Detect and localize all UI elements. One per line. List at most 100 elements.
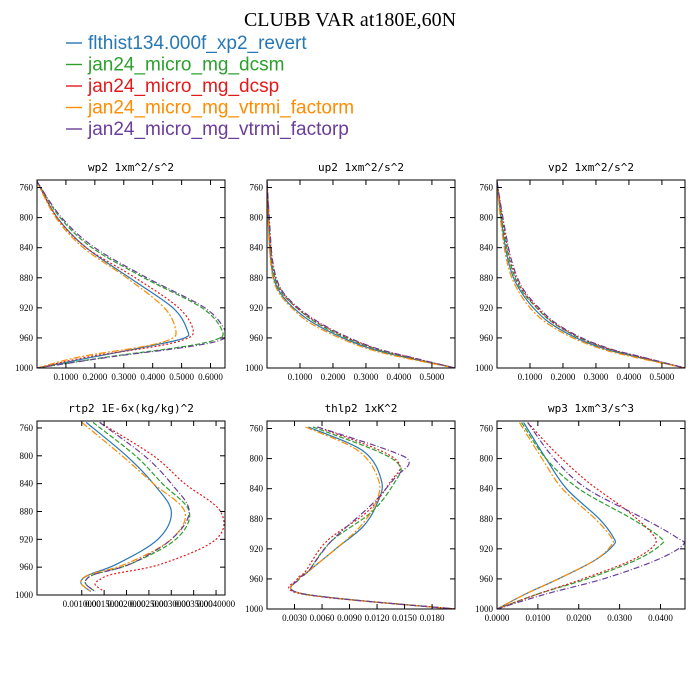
series-line: [290, 426, 455, 609]
y-tick-label: 840: [20, 243, 34, 253]
x-tick-label: 0.3000: [354, 372, 379, 382]
y-tick-label: 920: [20, 303, 34, 313]
series-line: [37, 181, 177, 368]
x-tick-label: 0.0010000: [63, 599, 102, 609]
legend-entry: jan24_micro_mg_dcsp: [66, 76, 279, 97]
series-group: [80, 421, 225, 592]
y-tick-label: 800: [20, 451, 34, 461]
y-tick-label: 920: [250, 303, 264, 313]
x-tick-label: 0.6000: [198, 372, 223, 382]
series-line: [497, 422, 615, 609]
series-line: [267, 181, 455, 368]
series-line: [497, 181, 685, 368]
legend-label: jan24_micro_mg_vtrmi_factorp: [87, 119, 349, 140]
x-tick-label: 0.1000: [288, 372, 313, 382]
x-tick-label: 0.0200: [566, 613, 591, 623]
x-tick-label: 0.0120: [365, 613, 390, 623]
panel-grid: wp2 1xm^2/s^2 760 800 840 880 920 960 1000 0.100…: [15, 161, 686, 623]
series-line: [84, 421, 190, 592]
series-line: [290, 426, 455, 609]
panel: vp2 1xm^2/s^2 760 800 840 880 920 960 1000 0.100…: [475, 161, 686, 382]
x-tick-label: 0.0300: [607, 613, 632, 623]
y-tick-label: 1000: [15, 363, 34, 373]
series-line: [497, 181, 685, 368]
x-tick-label: 0.0040000: [197, 599, 236, 609]
y-tick-label: 800: [250, 213, 264, 223]
y-tick-label: 960: [480, 333, 494, 343]
x-tick-label: 0.0000: [485, 613, 510, 623]
x-tick-label: 0.5000: [169, 372, 194, 382]
series-group: [267, 181, 455, 368]
y-tick-label: 1000: [475, 604, 494, 614]
plot-frame: [496, 420, 686, 610]
y-tick-label: 960: [20, 333, 34, 343]
plot-frame: [36, 420, 226, 596]
x-tick-label: 0.0030000: [152, 599, 191, 609]
x-tick-label: 0.1000: [518, 372, 543, 382]
y-tick-label: 960: [250, 574, 264, 584]
series-line: [267, 181, 455, 368]
series-line: [267, 181, 455, 368]
panel: rtp2 1E-6x(kg/kg)^2 760 800 840 880 920 960 100…: [15, 402, 236, 609]
x-tick-label: 0.0100: [525, 613, 550, 623]
series-line: [267, 181, 455, 368]
y-tick-label: 760: [250, 424, 264, 434]
series-line: [497, 181, 685, 368]
panel: wp2 1xm^2/s^2 760 800 840 880 920 960 1000 0.100…: [15, 161, 226, 382]
x-tick-label: 0.5000: [650, 372, 675, 382]
y-tick-label: 800: [20, 213, 34, 223]
series-line: [37, 181, 194, 368]
legend-label: flthist134.000f_xp2_revert: [88, 33, 307, 54]
y-tick-label: 840: [20, 479, 34, 489]
x-tick-label: 0.0400: [648, 613, 673, 623]
x-tick-label: 0.0015000: [85, 599, 124, 609]
y-tick-label: 880: [480, 514, 494, 524]
y-tick-label: 1000: [475, 363, 494, 373]
y-tick-label: 760: [480, 424, 494, 434]
y-tick-label: 880: [20, 273, 34, 283]
y-tick-label: 1000: [245, 604, 264, 614]
series-line: [37, 181, 190, 368]
legend-entry: flthist134.000f_xp2_revert: [66, 33, 307, 54]
panel-title: vp2 1xm^2/s^2: [548, 161, 634, 174]
series-line: [497, 422, 665, 609]
series-line: [267, 181, 455, 368]
series-line: [290, 426, 455, 609]
y-tick-label: 760: [20, 183, 34, 193]
y-tick-label: 960: [20, 562, 34, 572]
legend-label: jan24_micro_mg_dcsp: [87, 76, 279, 97]
series-line: [290, 426, 455, 609]
panel-title: wp3 1xm^3/s^3: [548, 402, 634, 415]
x-tick-label: 0.1000: [54, 372, 79, 382]
series-line: [497, 181, 685, 368]
x-tick-label: 0.4000: [617, 372, 642, 382]
x-tick-label: 0.5000: [420, 372, 445, 382]
y-tick-label: 840: [480, 484, 494, 494]
y-tick-label: 840: [250, 243, 264, 253]
plot-frame: [266, 179, 456, 369]
legend-entry: jan24_micro_mg_vtrmi_factorm: [66, 98, 354, 119]
panel-title: thlp2 1xK^2: [325, 402, 398, 415]
series-line: [497, 422, 657, 609]
x-tick-label: 0.0025000: [130, 599, 169, 609]
x-tick-label: 0.0030: [282, 613, 307, 623]
plot-frame: [496, 179, 686, 369]
plot-frame: [266, 420, 456, 610]
series-line: [37, 181, 224, 368]
y-tick-label: 920: [250, 544, 264, 554]
y-tick-label: 920: [480, 544, 494, 554]
y-tick-label: 960: [480, 574, 494, 584]
y-tick-label: 960: [250, 333, 264, 343]
legend: flthist134.000f_xp2_revert jan24_micro_mg…: [66, 33, 354, 140]
y-tick-label: 800: [250, 454, 264, 464]
legend-entry: jan24_micro_mg_vtrmi_factorp: [66, 119, 349, 140]
y-tick-label: 880: [250, 514, 264, 524]
y-tick-label: 800: [480, 454, 494, 464]
series-group: [497, 181, 685, 368]
x-tick-label: 0.3000: [584, 372, 609, 382]
series-line: [37, 181, 225, 368]
x-tick-label: 0.0180: [420, 613, 445, 623]
plot-frame: [36, 179, 226, 369]
